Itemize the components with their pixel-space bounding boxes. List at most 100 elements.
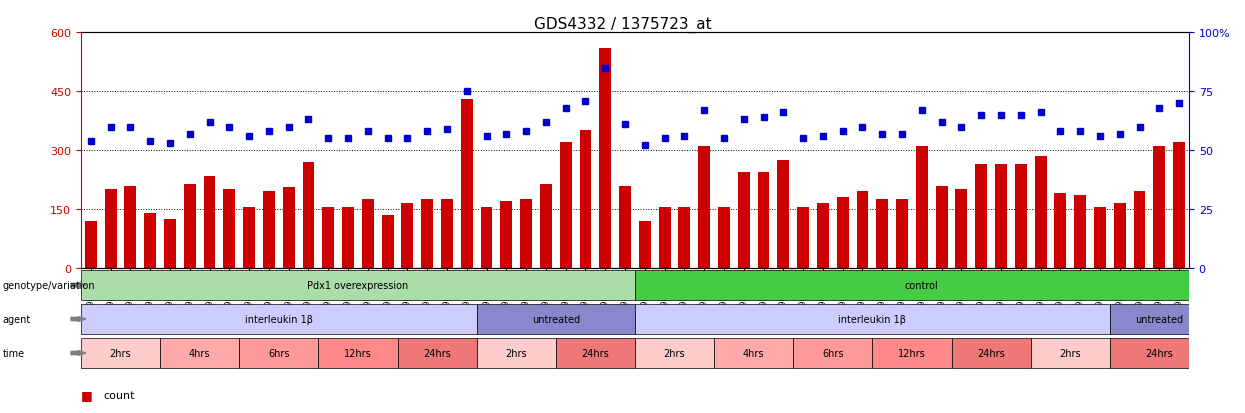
Bar: [382, 216, 393, 268]
Text: interleukin 1β: interleukin 1β: [245, 314, 312, 324]
Bar: [204, 176, 215, 268]
FancyBboxPatch shape: [319, 338, 397, 368]
Bar: [421, 200, 433, 268]
Bar: [955, 190, 967, 268]
Text: 2hrs: 2hrs: [505, 348, 527, 358]
Text: time: time: [2, 348, 25, 358]
FancyBboxPatch shape: [1109, 338, 1209, 368]
Text: 12hrs: 12hrs: [344, 348, 372, 358]
Bar: [738, 172, 749, 268]
Bar: [1015, 164, 1027, 268]
Text: ■: ■: [81, 411, 92, 413]
Bar: [896, 200, 908, 268]
Bar: [124, 186, 137, 268]
Bar: [243, 208, 255, 268]
Bar: [164, 219, 176, 268]
FancyBboxPatch shape: [635, 304, 1109, 335]
FancyBboxPatch shape: [951, 338, 1031, 368]
FancyBboxPatch shape: [239, 338, 319, 368]
Text: 24hrs: 24hrs: [423, 348, 451, 358]
Text: control: control: [905, 280, 939, 290]
Bar: [461, 100, 473, 268]
Bar: [342, 208, 354, 268]
Bar: [481, 208, 493, 268]
Bar: [401, 204, 413, 268]
Bar: [975, 164, 987, 268]
Bar: [520, 200, 532, 268]
Bar: [580, 131, 591, 268]
Text: 12hrs: 12hrs: [898, 348, 926, 358]
Bar: [441, 200, 453, 268]
Bar: [876, 200, 888, 268]
FancyBboxPatch shape: [793, 338, 873, 368]
FancyBboxPatch shape: [715, 338, 793, 368]
Bar: [718, 208, 730, 268]
Text: 2hrs: 2hrs: [664, 348, 685, 358]
Bar: [797, 208, 809, 268]
Bar: [1173, 143, 1185, 268]
FancyBboxPatch shape: [873, 338, 951, 368]
Bar: [85, 221, 97, 268]
Bar: [283, 188, 295, 268]
Text: 4hrs: 4hrs: [189, 348, 210, 358]
Bar: [1094, 208, 1106, 268]
Text: Pdx1 overexpression: Pdx1 overexpression: [308, 280, 408, 290]
Text: 24hrs: 24hrs: [581, 348, 609, 358]
Bar: [837, 198, 849, 268]
FancyBboxPatch shape: [81, 304, 477, 335]
Bar: [1074, 196, 1086, 268]
Bar: [144, 214, 156, 268]
FancyBboxPatch shape: [1109, 304, 1209, 335]
Bar: [1035, 157, 1047, 268]
Text: 6hrs: 6hrs: [268, 348, 290, 358]
Bar: [184, 184, 195, 268]
Text: untreated: untreated: [532, 314, 580, 324]
Text: untreated: untreated: [1135, 314, 1183, 324]
Text: 24hrs: 24hrs: [977, 348, 1005, 358]
Bar: [659, 208, 671, 268]
Text: count: count: [103, 390, 134, 400]
Text: 4hrs: 4hrs: [743, 348, 764, 358]
FancyBboxPatch shape: [1031, 338, 1109, 368]
Bar: [263, 192, 275, 268]
Bar: [599, 49, 611, 268]
FancyBboxPatch shape: [477, 304, 635, 335]
Bar: [1153, 147, 1165, 268]
FancyBboxPatch shape: [635, 270, 1209, 301]
Bar: [619, 186, 631, 268]
Bar: [540, 184, 552, 268]
Bar: [223, 190, 235, 268]
Bar: [995, 164, 1007, 268]
Bar: [362, 200, 373, 268]
Bar: [1134, 192, 1145, 268]
Text: 2hrs: 2hrs: [110, 348, 131, 358]
Text: 2hrs: 2hrs: [1059, 348, 1081, 358]
FancyBboxPatch shape: [477, 338, 555, 368]
Bar: [639, 221, 651, 268]
FancyBboxPatch shape: [81, 338, 161, 368]
Bar: [698, 147, 710, 268]
Bar: [560, 143, 571, 268]
FancyBboxPatch shape: [161, 338, 239, 368]
FancyBboxPatch shape: [555, 338, 635, 368]
Bar: [916, 147, 928, 268]
Bar: [1114, 204, 1125, 268]
Bar: [777, 161, 789, 268]
Bar: [758, 172, 769, 268]
Bar: [1055, 194, 1066, 268]
FancyBboxPatch shape: [635, 338, 715, 368]
Bar: [303, 162, 315, 268]
FancyBboxPatch shape: [397, 338, 477, 368]
Bar: [105, 190, 117, 268]
Bar: [857, 192, 869, 268]
Text: agent: agent: [2, 314, 31, 324]
Text: genotype/variation: genotype/variation: [2, 280, 95, 290]
Text: GDS4332 / 1375723_at: GDS4332 / 1375723_at: [534, 17, 711, 33]
Bar: [679, 208, 691, 268]
Bar: [322, 208, 334, 268]
Text: 6hrs: 6hrs: [822, 348, 844, 358]
Text: 24hrs: 24hrs: [1145, 348, 1173, 358]
Bar: [936, 186, 947, 268]
Bar: [817, 204, 829, 268]
Text: ■: ■: [81, 388, 92, 401]
